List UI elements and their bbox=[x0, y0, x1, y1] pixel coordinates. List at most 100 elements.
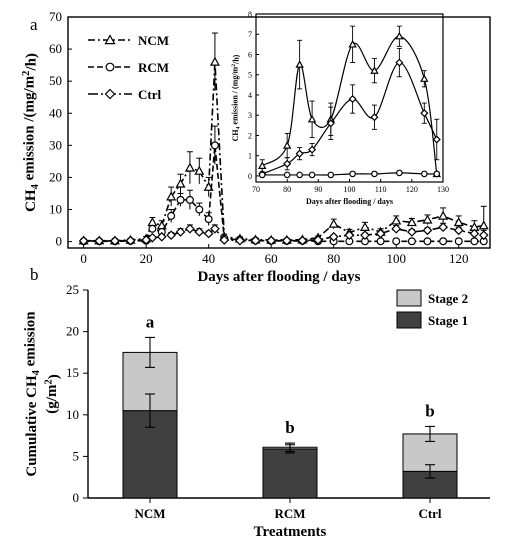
panel-a-x-axis-label: Days after flooding / days bbox=[197, 269, 360, 285]
x-tick-label: 0 bbox=[80, 251, 87, 266]
legend-label-stage-2: Stage 2 bbox=[428, 291, 468, 306]
inset-data-point-rcm bbox=[327, 171, 335, 179]
panel-label-a: a bbox=[30, 15, 38, 34]
data-point-rcm bbox=[195, 205, 204, 214]
inset-data-point-rcm bbox=[283, 171, 291, 179]
inset-series-line-ncm bbox=[261, 35, 438, 174]
legend-swatch-stage-2 bbox=[396, 289, 422, 307]
data-point-ncm bbox=[194, 165, 205, 175]
x-tick-label: 60 bbox=[265, 251, 278, 266]
legend-marker-rcm bbox=[105, 62, 115, 72]
data-point-ncm bbox=[422, 214, 433, 224]
inset-x-axis-label: Days after flooding / days bbox=[306, 197, 393, 206]
data-point-ctrl bbox=[175, 227, 186, 237]
inset-data-point-ncm bbox=[295, 60, 304, 68]
data-point-ncm bbox=[359, 221, 370, 231]
inset-data-point-ctrl bbox=[432, 135, 441, 144]
data-point-ncm bbox=[328, 218, 339, 228]
x-tick-label: 20 bbox=[140, 251, 153, 266]
data-point-ctrl bbox=[297, 235, 308, 246]
data-point-ctrl bbox=[219, 235, 230, 245]
data-point-ctrl bbox=[438, 222, 448, 232]
inset-data-point-ctrl bbox=[395, 58, 404, 67]
bar-stage-1-rcm bbox=[262, 448, 318, 499]
data-point-ctrl bbox=[453, 225, 464, 236]
inset-data-point-ctrl bbox=[370, 113, 379, 122]
inset-y-tick-label: 8 bbox=[248, 10, 252, 19]
x-tick-label: 40 bbox=[202, 251, 215, 266]
inset-data-point-ctrl bbox=[308, 145, 317, 154]
panel-label-b: b bbox=[30, 265, 39, 284]
panel-a-legend: NCM RCM Ctrl bbox=[88, 33, 169, 102]
data-point-ctrl bbox=[360, 230, 370, 241]
legend-label-stage-1: Stage 1 bbox=[428, 313, 468, 328]
inset-data-point-ctrl bbox=[348, 94, 357, 104]
data-point-ctrl bbox=[110, 236, 120, 246]
inset-series-line-rcm bbox=[262, 172, 437, 176]
inset-y-tick-label: 4 bbox=[248, 91, 252, 100]
data-point-ncm bbox=[209, 56, 220, 66]
panel-b-y-axis-unit: (g/m2​) bbox=[43, 374, 62, 413]
data-point-ncm bbox=[184, 162, 195, 172]
inset-data-point-rcm bbox=[349, 170, 356, 178]
data-point-ncm bbox=[438, 210, 449, 220]
data-point-ctrl bbox=[203, 228, 214, 239]
category-label-ncm: NCM bbox=[134, 506, 165, 521]
category-label-rcm: RCM bbox=[274, 506, 305, 521]
legend-label-ncm: NCM bbox=[138, 33, 169, 48]
inset-data-point-ctrl bbox=[283, 159, 292, 168]
inset-data-point-rcm bbox=[420, 170, 428, 178]
inset-x-tick-label: 130 bbox=[437, 185, 449, 194]
inset-y-tick-label: 6 bbox=[248, 50, 252, 59]
data-point-rcm bbox=[204, 215, 213, 224]
x-tick-label: 80 bbox=[327, 251, 340, 266]
data-point-ctrl bbox=[391, 223, 402, 234]
panel-b-x-axis-label: Treatments bbox=[254, 524, 327, 540]
inset-data-point-ctrl bbox=[420, 109, 429, 118]
inset-data-point-rcm bbox=[308, 171, 316, 179]
data-point-ctrl bbox=[422, 225, 433, 236]
y-tick-label: 70 bbox=[49, 9, 62, 24]
inset-y-tick-label: 3 bbox=[248, 111, 252, 120]
inset-y-tick-label: 0 bbox=[248, 172, 252, 181]
panel-b-y-tick-label: 10 bbox=[66, 407, 79, 422]
data-point-ctrl bbox=[375, 228, 386, 239]
data-point-ctrl bbox=[250, 235, 261, 246]
panel-b-legend: Stage 2 Stage 1 bbox=[396, 289, 468, 329]
data-point-ctrl bbox=[78, 236, 89, 246]
panel-a-frame bbox=[67, 16, 491, 249]
inset-data-point-rcm bbox=[433, 170, 441, 178]
data-point-rcm bbox=[470, 237, 479, 246]
inset-x-tick-label: 100 bbox=[344, 185, 356, 194]
x-tick-label: 120 bbox=[449, 251, 469, 266]
data-point-ctrl bbox=[125, 235, 136, 246]
data-point-ctrl bbox=[478, 230, 489, 241]
panel-b-y-tick-label: 15 bbox=[66, 365, 79, 380]
inset-data-point-rcm bbox=[371, 170, 378, 178]
inset-frame bbox=[255, 13, 444, 183]
significance-letter-ctrl: b bbox=[425, 401, 434, 420]
data-point-ctrl bbox=[185, 223, 195, 234]
legend-marker-ctrl bbox=[104, 88, 116, 100]
data-point-ctrl bbox=[166, 230, 177, 241]
inset-data-point-ncm bbox=[395, 31, 404, 40]
data-point-ctrl bbox=[194, 227, 205, 237]
inset-x-tick-label: 120 bbox=[406, 185, 418, 194]
significance-letter-ncm: a bbox=[146, 312, 155, 331]
data-point-ctrl bbox=[407, 227, 417, 237]
data-point-ctrl bbox=[281, 235, 292, 246]
data-point-ctrl bbox=[266, 235, 277, 246]
inset-data-point-ncm bbox=[420, 74, 429, 82]
inset-data-point-ncm bbox=[258, 161, 267, 169]
category-label-ctrl: Ctrl bbox=[418, 506, 441, 521]
data-point-ctrl bbox=[156, 231, 167, 242]
data-point-ctrl bbox=[94, 236, 105, 246]
legend-label-ctrl: Ctrl bbox=[138, 87, 161, 102]
inset-data-point-ncm bbox=[282, 141, 292, 149]
data-point-rcm bbox=[210, 141, 219, 150]
panel-b-y-tick-label: 25 bbox=[66, 282, 79, 297]
panel-b-y-tick-label: 20 bbox=[66, 324, 79, 339]
inset-y-tick-label: 2 bbox=[248, 131, 252, 140]
